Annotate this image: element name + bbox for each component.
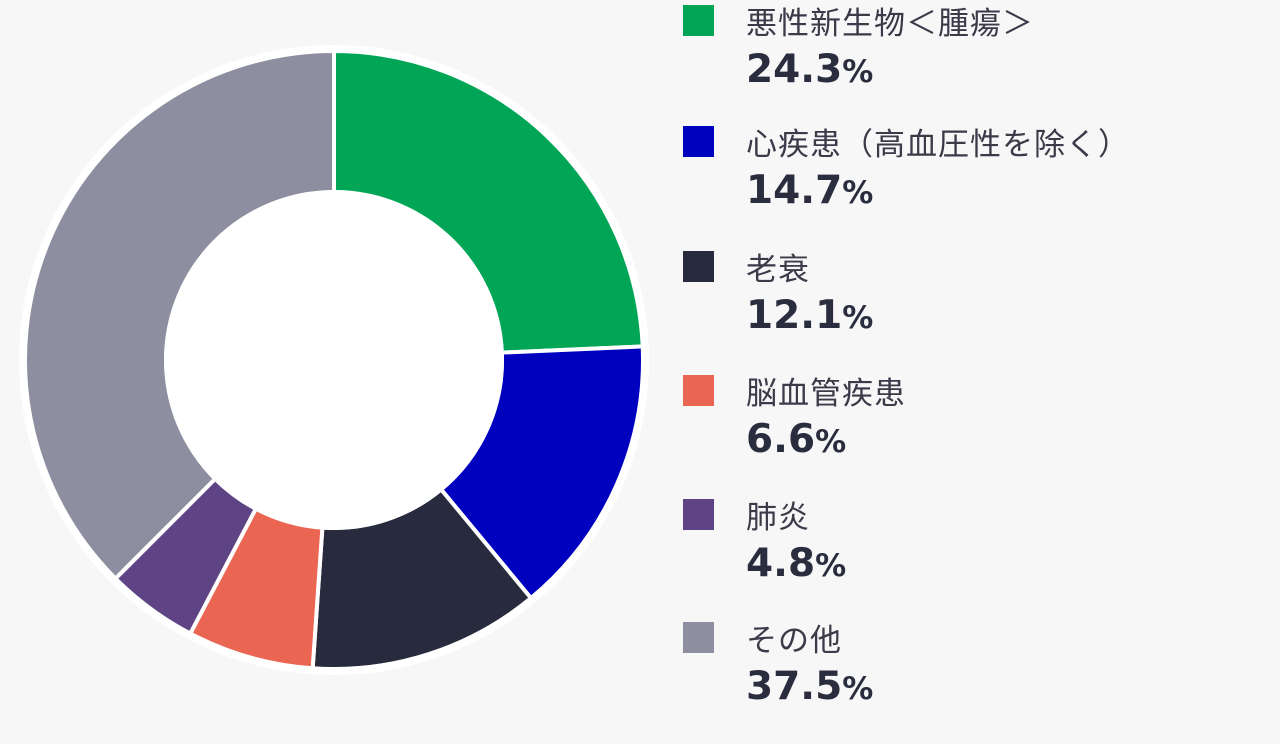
legend-swatch-malignant-neoplasm bbox=[683, 5, 714, 36]
legend-value-number: 6.6 bbox=[746, 417, 816, 462]
legend-label-pneumonia: 肺炎 bbox=[746, 500, 810, 536]
legend-item-3: 脳血管疾患 6.6% bbox=[683, 373, 1273, 497]
legend-value-number: 24.3 bbox=[746, 47, 843, 92]
legend-value-number: 12.1 bbox=[746, 293, 843, 338]
legend-item-2: 老衰 12.1% bbox=[683, 249, 1273, 373]
legend-value-senility: 12.1% bbox=[746, 293, 873, 338]
legend-item-1: 心疾患（高血圧性を除く） 14.7% bbox=[683, 124, 1273, 248]
legend-item-5: その他 37.5% bbox=[683, 620, 1273, 744]
legend-item-0: 悪性新生物＜腫瘍＞ 24.3% bbox=[683, 3, 1273, 127]
legend-value-number: 4.8 bbox=[746, 541, 816, 586]
legend-swatch-cerebrovascular bbox=[683, 375, 714, 406]
legend-swatch-other bbox=[683, 622, 714, 653]
legend-value-unit: % bbox=[815, 548, 847, 584]
legend-value-unit: % bbox=[815, 424, 847, 460]
legend-value-unit: % bbox=[842, 54, 874, 90]
legend-value-pneumonia: 4.8% bbox=[746, 541, 846, 586]
legend-value-other: 37.5% bbox=[746, 664, 873, 709]
legend-value-malignant-neoplasm: 24.3% bbox=[746, 47, 873, 92]
legend-value-cerebrovascular: 6.6% bbox=[746, 417, 846, 462]
legend-value-heart-disease: 14.7% bbox=[746, 168, 873, 213]
legend-item-4: 肺炎 4.8% bbox=[683, 497, 1273, 621]
legend-value-number: 14.7 bbox=[746, 168, 843, 213]
legend-value-unit: % bbox=[842, 671, 874, 707]
donut-hole bbox=[164, 190, 504, 530]
legend-value-number: 37.5 bbox=[746, 664, 843, 709]
legend-label-cerebrovascular: 脳血管疾患 bbox=[746, 376, 906, 412]
legend-label-heart-disease: 心疾患（高血圧性を除く） bbox=[746, 127, 1130, 163]
legend-swatch-heart-disease bbox=[683, 126, 714, 157]
legend-swatch-pneumonia bbox=[683, 499, 714, 530]
legend-value-unit: % bbox=[842, 175, 874, 211]
legend-label-malignant-neoplasm: 悪性新生物＜腫瘍＞ bbox=[746, 6, 1034, 42]
legend-label-senility: 老衰 bbox=[746, 252, 810, 288]
legend-label-other: その他 bbox=[746, 623, 842, 659]
legend-value-unit: % bbox=[842, 300, 874, 336]
legend-swatch-senility bbox=[683, 251, 714, 282]
donut-chart bbox=[25, 51, 643, 669]
